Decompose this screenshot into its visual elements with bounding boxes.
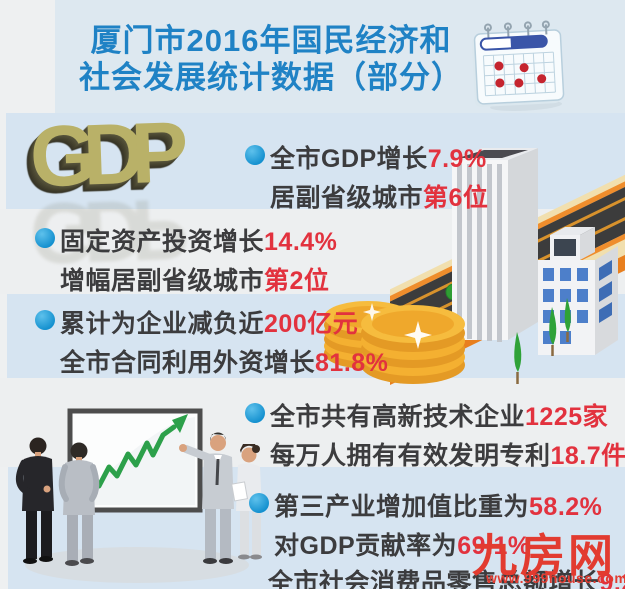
stat-text: 对GDP贡献率为 [274, 532, 458, 560]
stat-retail-sales: 全市社会消费品零售总额增长9.2% [268, 563, 625, 589]
stat-gdp-growth: 全市GDP增长7.9% [270, 139, 487, 175]
page-title-line1: 厦门市2016年国民经济和 [90, 23, 452, 58]
stat-burden-reduction: 累计为企业减负近200亿元 [60, 304, 358, 340]
stat-value: 200亿元 [264, 310, 359, 338]
person-black-suit [16, 437, 54, 564]
stat-text: 固定资产投资增长 [60, 228, 265, 256]
person-woman-white-suit [231, 444, 262, 560]
stat-patents: 每万人拥有有效发明专利18.7件 [270, 436, 625, 472]
calendar-icon [466, 18, 570, 119]
person-presenter [179, 432, 234, 564]
stat-value: 81.8% [315, 349, 389, 377]
watermark-logo: 九房网 [472, 530, 617, 581]
stat-value: 18.7件 [550, 442, 625, 470]
stat-text: 全市社会消费品零售总额增长 [268, 569, 600, 589]
bullet-icon [249, 493, 269, 513]
stat-text: 增幅居副省级城市 [60, 267, 265, 295]
stat-value: 69.1% [457, 532, 531, 560]
stat-text: 第三产业增加值比重为 [274, 493, 530, 521]
page-title-line2: 社会发展统计数据（部分） [79, 60, 463, 95]
stat-text: 每万人拥有有效发明专利 [270, 442, 551, 470]
bullet-icon [245, 403, 265, 423]
bullet-icon [245, 145, 265, 165]
stat-value: 第6位 [423, 184, 489, 212]
stat-text: 累计为企业减负近 [60, 310, 265, 338]
bullet-icon [35, 228, 55, 248]
bullet-icon [35, 310, 55, 330]
stat-investment-rank: 增幅居副省级城市第2位 [60, 261, 329, 297]
sparkle-icon [363, 303, 432, 349]
stat-value: 7.9% [427, 145, 487, 173]
person-gray-suit [58, 442, 100, 566]
stat-foreign-capital: 全市合同利用外资增长81.8% [60, 343, 388, 379]
stat-text: 居副省级城市 [270, 184, 424, 212]
page-title: 厦门市2016年国民经济和 社会发展统计数据（部分） [75, 22, 467, 96]
stat-text: 全市GDP增长 [270, 145, 428, 173]
stat-value: 第2位 [264, 267, 330, 295]
stat-text: 全市共有高新技术企业 [270, 403, 526, 431]
stat-value: 1225家 [525, 403, 609, 431]
stat-gdp-rank: 居副省级城市第6位 [270, 178, 488, 214]
stat-investment-growth: 固定资产投资增长14.4% [60, 222, 337, 258]
stat-value: 9.2% [599, 569, 625, 589]
stat-hightech-companies: 全市共有高新技术企业1225家 [270, 397, 608, 433]
businesspeople-chart-illustration [6, 399, 268, 589]
watermark-url: www.999house.com [486, 570, 625, 586]
gold-coins-illustration [318, 253, 468, 393]
stat-text: 全市合同利用外资增长 [60, 349, 316, 377]
stat-tertiary-share: 第三产业增加值比重为58.2% [274, 487, 602, 523]
stat-gdp-contribution: 对GDP贡献率为69.1% [274, 526, 531, 562]
stat-value: 58.2% [529, 493, 603, 521]
stat-value: 14.4% [264, 228, 338, 256]
